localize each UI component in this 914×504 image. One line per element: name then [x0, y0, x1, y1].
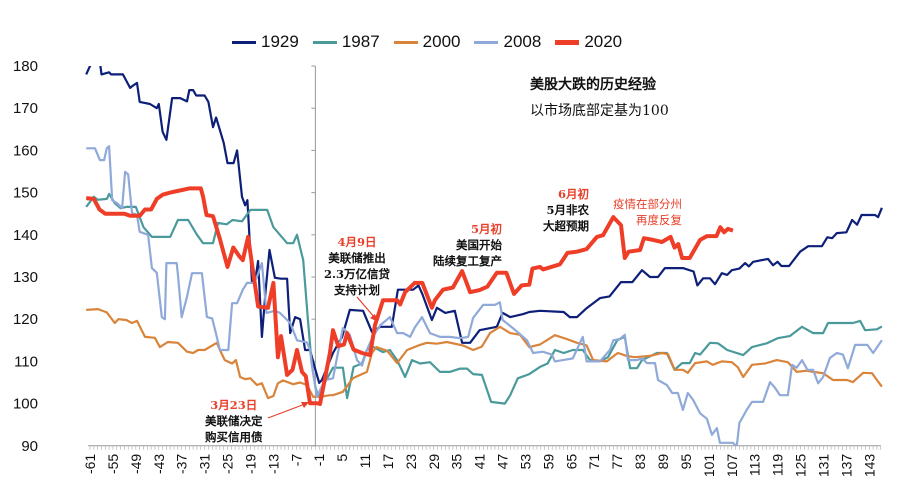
x-tick-label: 47 [495, 454, 511, 470]
x-tick-label: 125 [793, 454, 809, 478]
axes: 180 170 160 150 140 130 120 110 100 90 -61 -55 -49 -4… [13, 58, 882, 478]
x-tick-label: -1 [311, 454, 327, 467]
x-tick-label: 95 [678, 454, 694, 470]
x-tick-label: 77 [609, 454, 625, 470]
annotation-text: 美联储推出 [328, 251, 386, 265]
x-tick-label: 101 [701, 454, 717, 478]
annotation-covid: 疫情在部分州 再度反复 [613, 196, 682, 228]
x-tick-label: 131 [815, 454, 831, 478]
legend-swatch [312, 40, 337, 44]
annotation-mar23: 3月23日 美联储决定 购买信用债 [205, 397, 263, 445]
series-line-2000 [86, 308, 883, 400]
y-tick-label: 100 [13, 396, 38, 413]
x-tick-label: 71 [586, 454, 602, 470]
annotation-date: 3月23日 [210, 398, 258, 412]
legend-label: 1987 [341, 32, 380, 51]
legend-item-2008: 2008 [474, 32, 541, 52]
x-tick-label: -43 [151, 454, 167, 474]
x-tick-label: 107 [724, 454, 740, 478]
annotation-text: 再度反复 [636, 213, 682, 227]
x-tick-label: 17 [380, 454, 396, 470]
x-tick-label: 119 [770, 454, 786, 477]
annotation-text: 美国开始 [456, 238, 502, 252]
annotation-may: 5月初 美国开始 陆续复工复产 [433, 221, 502, 269]
x-tick-label: 113 [747, 454, 763, 477]
annotation-arrows [267, 296, 378, 419]
x-tick-label: 23 [403, 454, 419, 470]
legend-swatch [232, 40, 256, 44]
series-line-1929 [85, 66, 883, 384]
annotation-date: 4月9日 [337, 235, 377, 249]
annotation-text: 美联储决定 [205, 414, 263, 428]
x-tick-label: -7 [288, 454, 304, 467]
arrow-apr9 [356, 296, 376, 319]
legend-swatch [393, 40, 418, 44]
series-line-2008 [86, 145, 883, 446]
legend-item-1929: 1929 [232, 32, 299, 52]
legend-label: 2008 [503, 32, 542, 51]
y-tick-label: 120 [13, 311, 38, 328]
x-tick-label: -31 [197, 454, 213, 474]
x-tick-label: -49 [128, 454, 144, 474]
annotation-date: 6月初 [557, 187, 589, 201]
legend-label: 2020 [584, 32, 623, 51]
chart-title: 美股大跌的历史经验 [530, 77, 656, 93]
annotation-text: 2.3万亿信贷 [324, 267, 391, 281]
chart-subtitle: 以市场底部定基为100 [530, 103, 669, 119]
x-tick-label: -61 [82, 454, 98, 474]
x-tick-label: 89 [655, 454, 671, 470]
y-tick-label: 140 [13, 227, 38, 244]
series-line-2020 [85, 186, 734, 406]
x-tick-label: 83 [632, 454, 648, 470]
y-tick-label: 160 [13, 142, 38, 159]
x-tick-label: 143 [861, 454, 877, 478]
x-tick-label: 29 [426, 454, 442, 470]
x-tick-label: 35 [449, 454, 465, 470]
x-tick-label: 5 [334, 454, 350, 462]
legend: 1929 1987 2000 2008 2020 [232, 32, 622, 52]
x-tick-label: -19 [242, 454, 258, 474]
annotation-text: 陆续复工复产 [433, 254, 502, 268]
x-tick-label: 11 [357, 454, 373, 469]
annotation-date: 5月初 [470, 222, 502, 236]
x-tick-label: -25 [220, 454, 236, 474]
legend-item-1987: 1987 [312, 32, 380, 52]
y-tick-label: 170 [13, 100, 38, 117]
y-tick-label: 90 [21, 438, 38, 455]
x-tick-label: 53 [517, 454, 533, 470]
annotation-text: 大超预期 [543, 219, 589, 233]
x-tick-label: 59 [540, 454, 556, 470]
legend-label: 2000 [422, 32, 461, 51]
series-lines [85, 66, 883, 446]
x-tick-label: 137 [838, 454, 854, 478]
legend-swatch [474, 40, 499, 44]
annotation-jun: 6月初 5月非农 大超预期 [543, 186, 589, 234]
series-line-1987 [85, 192, 883, 405]
x-tick-label: -13 [265, 454, 281, 474]
annotation-text: 疫情在部分州 [613, 197, 682, 211]
y-tick-label: 130 [13, 269, 38, 286]
legend-item-2000: 2000 [393, 32, 461, 52]
x-tick-label: -55 [105, 454, 121, 474]
x-tick-label: -37 [174, 454, 190, 474]
annotation-text: 购买信用债 [205, 430, 263, 444]
x-tick-label: 65 [563, 454, 579, 470]
annotation-text: 支持计划 [334, 283, 380, 297]
y-tick-label: 180 [13, 58, 38, 75]
annotation-text: 5月非农 [546, 203, 589, 217]
arrowhead-mar23 [301, 402, 309, 408]
legend-swatch [555, 39, 580, 45]
y-tick-label: 110 [14, 353, 38, 370]
y-tick-label: 150 [13, 185, 38, 202]
legend-item-2020: 2020 [555, 32, 622, 52]
arrowhead-apr9 [370, 314, 378, 322]
annotation-apr9: 4月9日 美联储推出 2.3万亿信贷 支持计划 [324, 234, 390, 298]
legend-label: 1929 [261, 32, 299, 51]
arrow-mar23 [267, 403, 306, 419]
x-tick-label: 41 [472, 454, 488, 470]
